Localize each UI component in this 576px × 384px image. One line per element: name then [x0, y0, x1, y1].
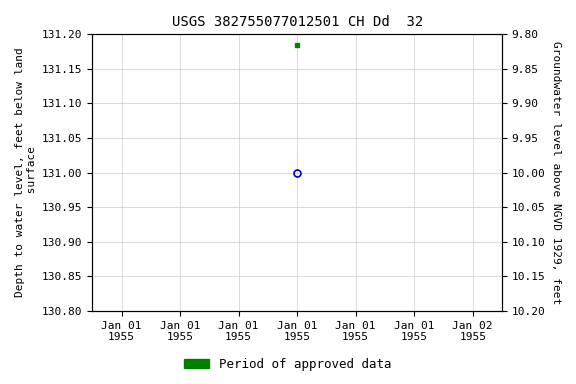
Y-axis label: Depth to water level, feet below land
 surface: Depth to water level, feet below land su… [15, 48, 37, 298]
Title: USGS 382755077012501 CH Dd  32: USGS 382755077012501 CH Dd 32 [172, 15, 423, 29]
Legend: Period of approved data: Period of approved data [179, 353, 397, 376]
Y-axis label: Groundwater level above NGVD 1929, feet: Groundwater level above NGVD 1929, feet [551, 41, 561, 304]
